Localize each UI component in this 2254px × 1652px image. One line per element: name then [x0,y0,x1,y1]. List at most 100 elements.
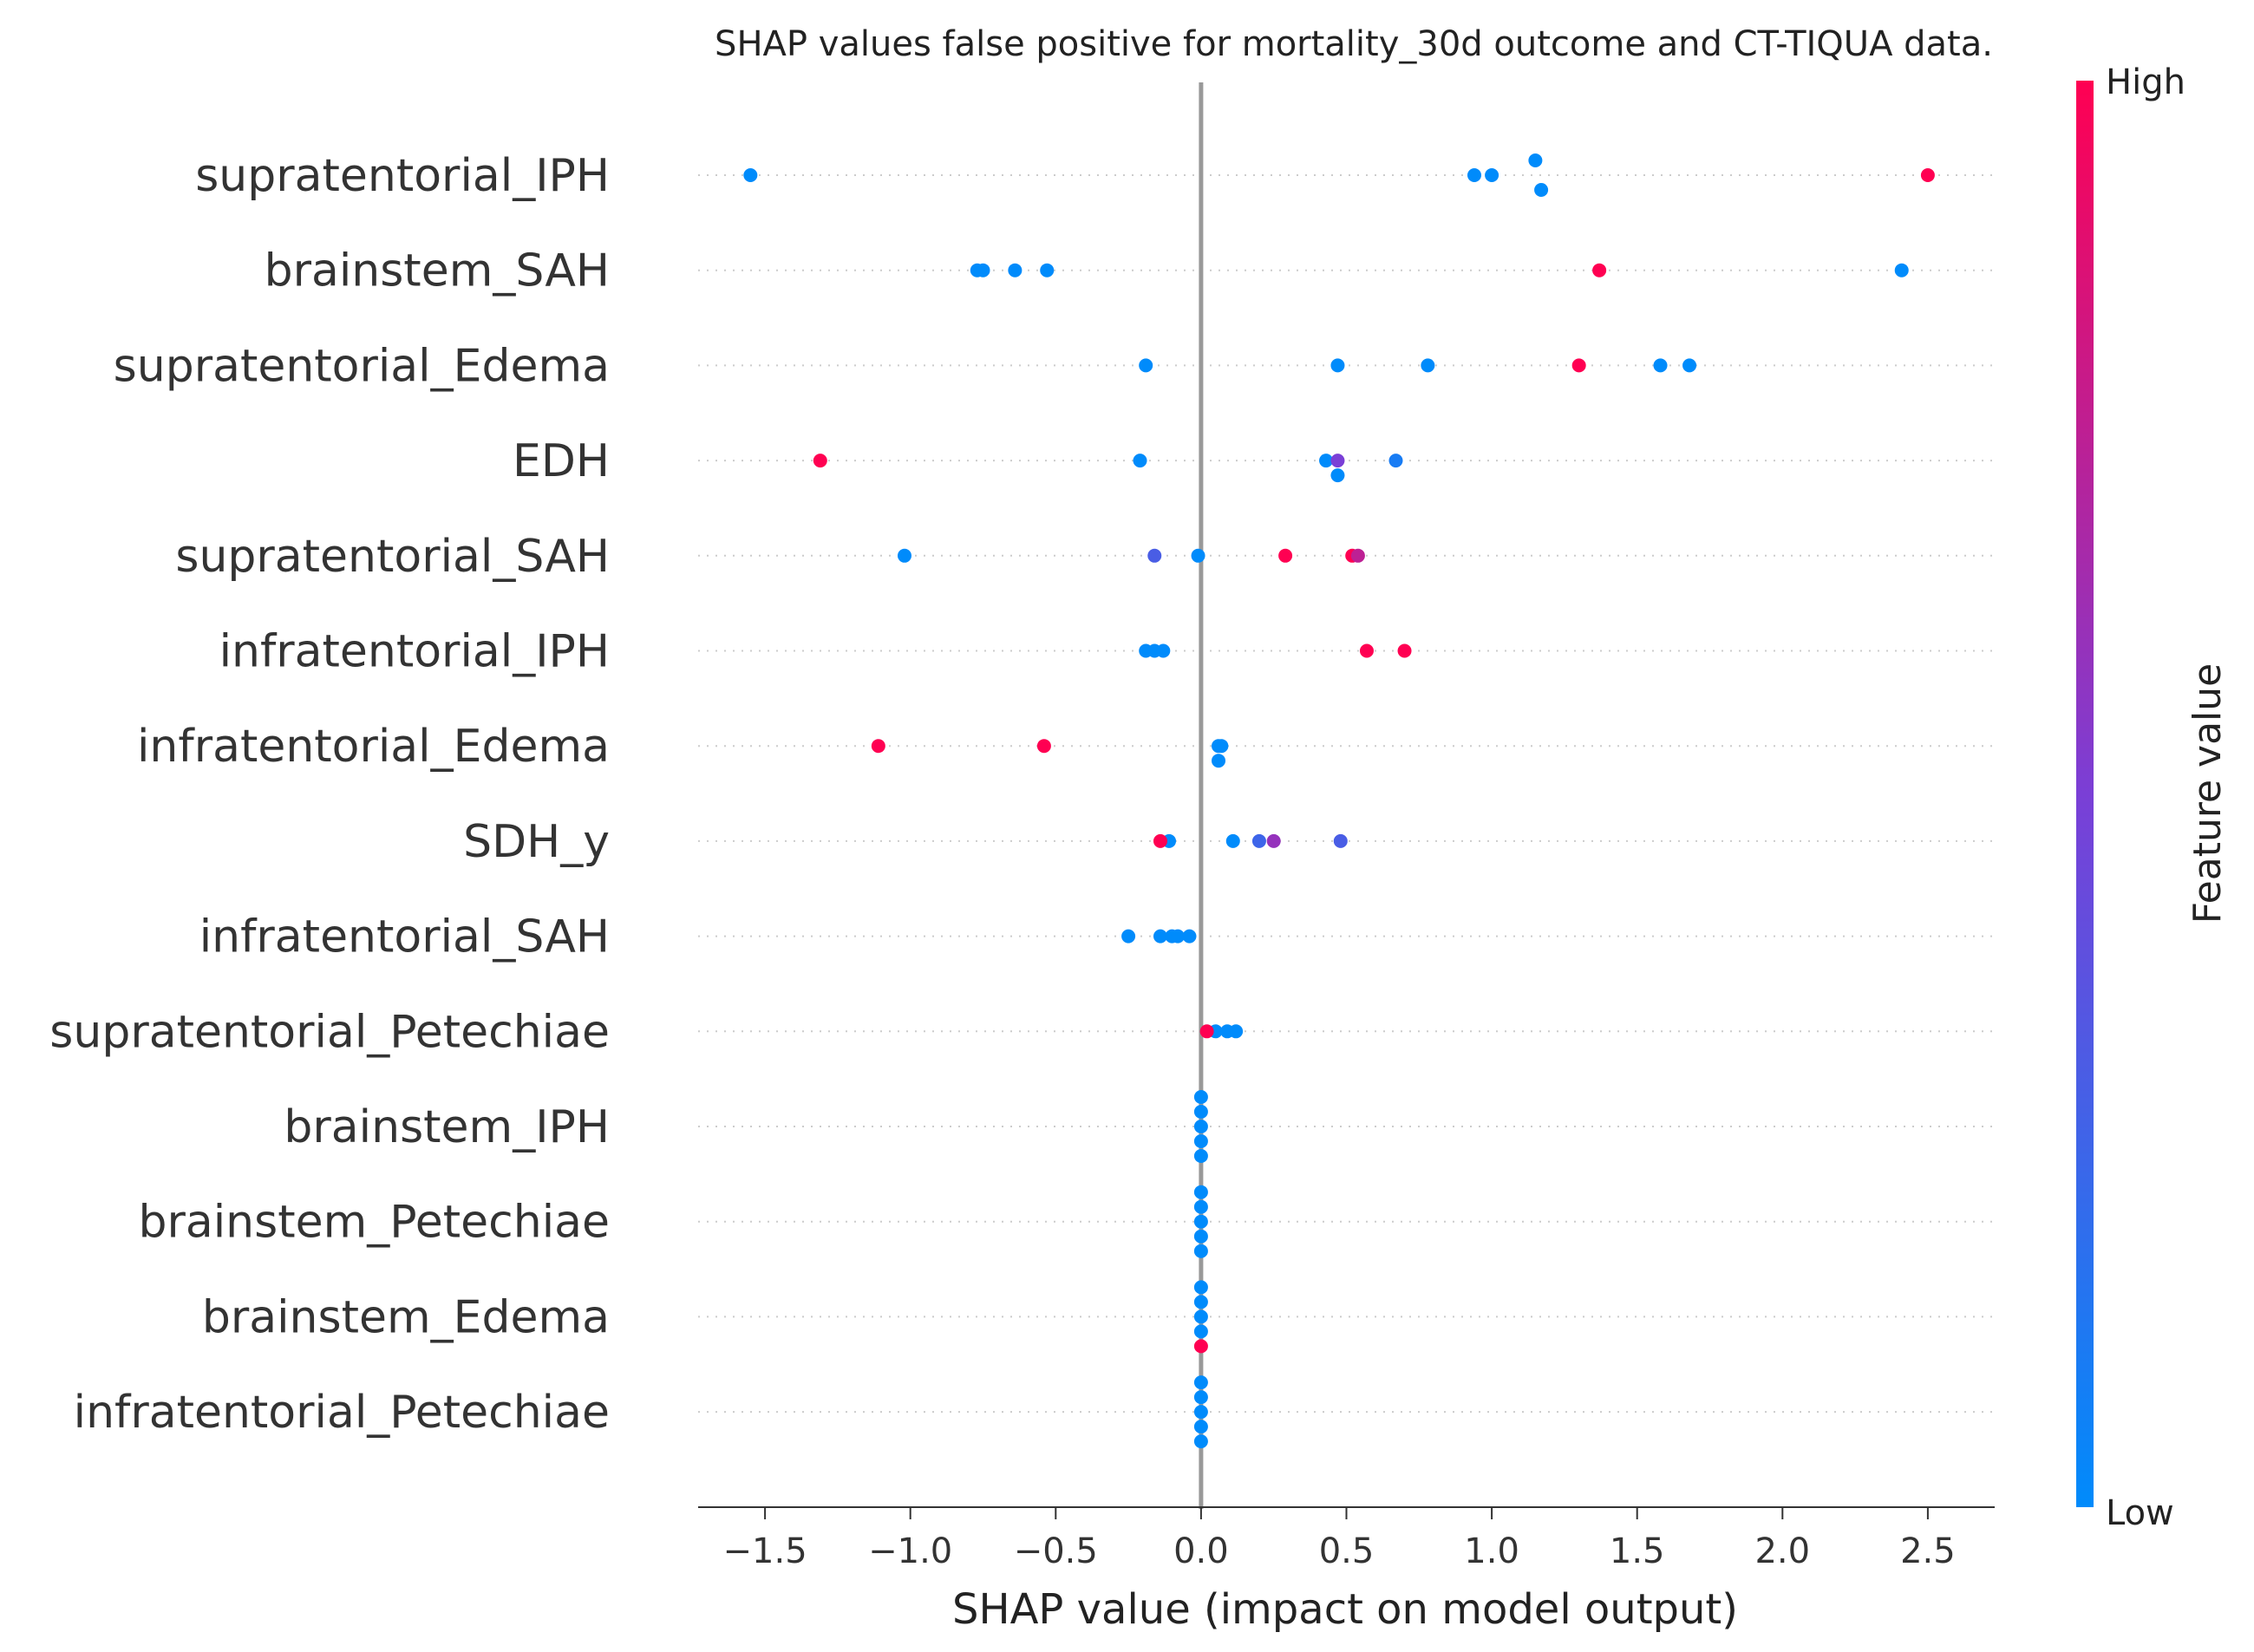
colorbar-low-label: Low [2106,1493,2174,1533]
x-tick-label: 1.0 [1464,1531,1519,1571]
x-axis-label: SHAP value (impact on model output) [952,1585,1738,1634]
feature-label: infratentorial_IPH [219,626,610,678]
data-point [1199,1024,1214,1039]
data-point [1182,929,1197,944]
data-point [1153,929,1167,944]
data-point [1350,548,1365,563]
data-point [1193,1309,1208,1324]
x-tick-label: −1.5 [723,1531,807,1571]
chart-title: SHAP values false positive for mortality… [715,24,1993,64]
data-point [1421,358,1435,373]
data-point [1193,1120,1208,1133]
colorbar-high-label: High [2106,62,2185,102]
data-point [1193,1324,1208,1339]
x-axis: −1.5 −1.0 −0.5 0.0 0.5 1.0 1.5 2.0 2.5 SHAP valu… [698,1506,1995,1634]
data-point [897,548,911,563]
data-point [1193,1185,1208,1199]
data-point [1193,1420,1208,1434]
data-point [1330,358,1345,373]
colorbar-bar [2076,81,2094,1507]
data-point [1153,833,1167,848]
feature-labels: supratentorial_IPH brainstem_SAH supratent… [49,150,610,1439]
data-point [1229,1024,1244,1039]
feature-label: supratentorial_Petechiae [49,1006,610,1058]
feature-label: brainstem_IPH [284,1101,610,1153]
data-point [1193,1434,1208,1449]
data-point [1330,454,1345,468]
feature-label: supratentorial_Edema [114,340,610,392]
feature-label: infratentorial_Edema [137,721,610,773]
data-point [1592,263,1607,278]
feature-label: supratentorial_IPH [195,150,610,202]
data-point [1653,358,1668,373]
feature-label: brainstem_SAH [265,245,610,297]
x-ticks: −1.5 −1.0 −0.5 0.0 0.5 1.0 1.5 2.0 2.5 [723,1507,1956,1571]
data-point [1036,739,1051,754]
data-point [1193,1149,1208,1163]
data-point [1193,1390,1208,1405]
data-point [1534,183,1549,197]
data-point [1156,643,1171,658]
data-point [1212,754,1226,768]
data-point [1191,548,1205,563]
data-point [1193,1105,1208,1119]
data-point [1225,833,1240,848]
feature-label: brainstem_Petechiae [138,1197,610,1249]
data-point [743,168,758,182]
x-tick-label: −1.0 [868,1531,952,1571]
data-point [1193,1375,1208,1390]
data-point [1133,454,1147,468]
x-tick-label: 2.5 [1900,1531,1956,1571]
data-point [1171,929,1186,944]
x-tick-label: 0.5 [1319,1531,1375,1571]
data-point [813,454,827,468]
data-point [976,263,990,278]
data-point [1571,358,1586,373]
feature-label: brainstem_Edema [202,1291,610,1343]
data-point [1359,643,1374,658]
data-point [1193,1295,1208,1309]
data-points [743,153,1935,1449]
data-point [1397,643,1412,658]
data-point [1682,358,1697,373]
feature-label: EDH [513,435,610,487]
row-guides [698,174,1995,1414]
data-point [1214,739,1229,754]
x-tick-label: 2.0 [1754,1531,1810,1571]
x-tick-label: 1.5 [1610,1531,1665,1571]
data-point [1193,1280,1208,1295]
data-point [1920,168,1935,182]
data-point [1319,454,1334,468]
data-point [1193,1214,1208,1229]
data-point [871,739,885,754]
data-point [1485,168,1499,182]
feature-label: SDH_y [463,816,610,868]
data-point [1278,548,1293,563]
data-point [1040,263,1055,278]
feature-label: supratentorial_SAH [175,531,610,583]
colorbar: High Low Feature value [2076,62,2230,1533]
data-point [1333,833,1348,848]
x-tick-label: 0.0 [1173,1531,1229,1571]
data-point [1193,1090,1208,1104]
data-point [1266,833,1281,848]
data-point [1193,1244,1208,1258]
data-point [1388,454,1403,468]
data-point [1147,548,1162,563]
data-point [1193,1134,1208,1148]
data-point [1467,168,1481,182]
data-point [1193,1199,1208,1214]
data-point [1193,1339,1208,1354]
data-point [1528,153,1543,167]
feature-label: infratentorial_SAH [199,911,610,963]
colorbar-title: Feature value [2185,663,2230,924]
x-tick-label: −0.5 [1014,1531,1098,1571]
feature-label: infratentorial_Petechiae [74,1387,610,1439]
data-point [1008,263,1022,278]
data-point [1330,468,1345,483]
data-point [1121,929,1136,944]
data-point [1193,1405,1208,1420]
data-point [1139,358,1153,373]
data-point [1251,833,1266,848]
